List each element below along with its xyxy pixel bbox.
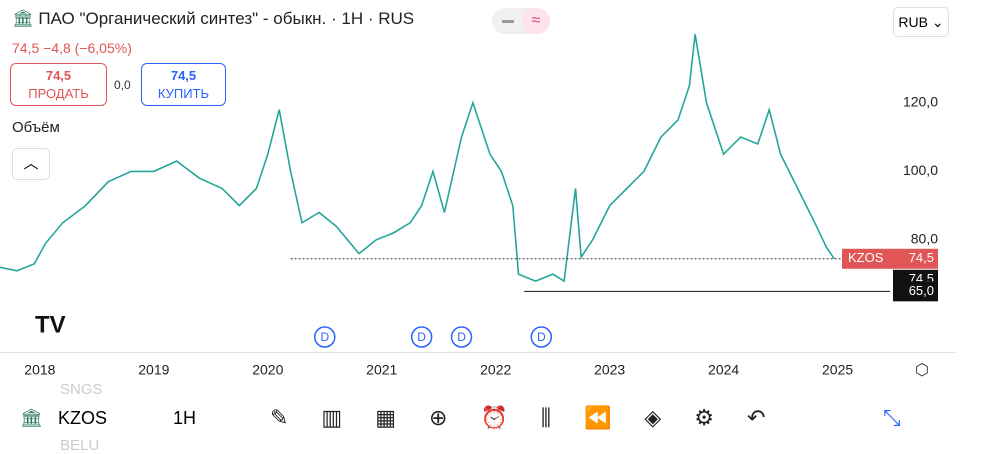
price-tag-name: KZOS — [848, 250, 884, 265]
sell-label: ПРОДАТЬ — [28, 86, 89, 101]
volume-label: Объём — [12, 119, 60, 136]
x-tick-label: 2018 — [24, 362, 55, 378]
x-tick-label: 2020 — [252, 362, 283, 378]
toolbar-bg — [0, 395, 1000, 450]
mode-toggle[interactable]: ≈ — [492, 8, 550, 34]
currency-select[interactable]: RUB ⌄ — [893, 7, 949, 37]
currency: RUB — [898, 14, 928, 30]
y-tick-label: 100,0 — [903, 162, 938, 178]
dividend-label: D — [537, 330, 546, 344]
buy-price: 74,5 — [170, 68, 197, 83]
buy-button[interactable]: 74,5 КУПИТЬ — [141, 63, 226, 106]
price-tag-label: 74,5 — [909, 250, 934, 265]
x-tick-label: 2021 — [366, 362, 397, 378]
price-tag — [842, 248, 938, 269]
watermark-text: BELU — [60, 437, 100, 454]
toolbar-interval[interactable]: 1H — [173, 408, 197, 428]
dividend-marker — [314, 326, 336, 348]
dividend-marker — [410, 326, 433, 348]
tv-logo: TV — [35, 311, 66, 338]
collapse-button[interactable]: ︿ — [12, 148, 50, 180]
dividend-label: D — [457, 330, 466, 344]
sell-price: 74,5 — [45, 68, 72, 83]
x-tick-label: 2022 — [480, 362, 511, 378]
title: ПАО "Органический синтез" - обыкн. · 1H … — [38, 9, 415, 28]
sell-button[interactable]: 74,5 ПРОДАТЬ — [10, 63, 107, 106]
x-tick-label: 2025 — [822, 362, 853, 378]
watermark: SNGS — [60, 379, 103, 401]
dividend-label: D — [320, 330, 329, 344]
symbol-icon: 🏛 — [20, 408, 43, 428]
level-tag-label: 65,0 — [909, 283, 934, 298]
price-line — [0, 34, 835, 283]
buy-label: КУПИТЬ — [157, 86, 210, 101]
change: −4,8 (−6,05%) — [43, 40, 132, 56]
toolbar-symbol[interactable]: KZOS — [58, 408, 108, 428]
x-tick-label: 2023 — [594, 362, 625, 378]
toolbar-icons[interactable]: ✎▥▦⊕⏰⫼⏪◈⚙↶ — [270, 405, 799, 430]
dividend-label: D — [417, 330, 426, 344]
price: 74,5 — [12, 40, 40, 56]
spread: 0,0 — [114, 78, 131, 92]
level-tag — [893, 281, 938, 302]
y-tick-label: 80,0 — [911, 231, 938, 247]
x-tick-label: 2019 — [138, 362, 169, 378]
symbol-title: 🏛 ПАО "Органический синтез" - обыкн. · 1… — [12, 9, 415, 28]
watermark-text: SNGS — [60, 381, 103, 398]
y-tick-label: 120,0 — [903, 94, 938, 110]
price-line: 74,5 −4,8 (−6,05%) — [12, 40, 132, 56]
fullscreen-icon[interactable]: ⤡ — [883, 405, 901, 430]
x-tick-label: 2024 — [708, 362, 739, 378]
axis-line — [0, 352, 955, 353]
dividend-marker — [530, 326, 553, 348]
settings-icon[interactable]: ⬡ — [915, 362, 929, 379]
dividend-marker — [450, 326, 473, 348]
